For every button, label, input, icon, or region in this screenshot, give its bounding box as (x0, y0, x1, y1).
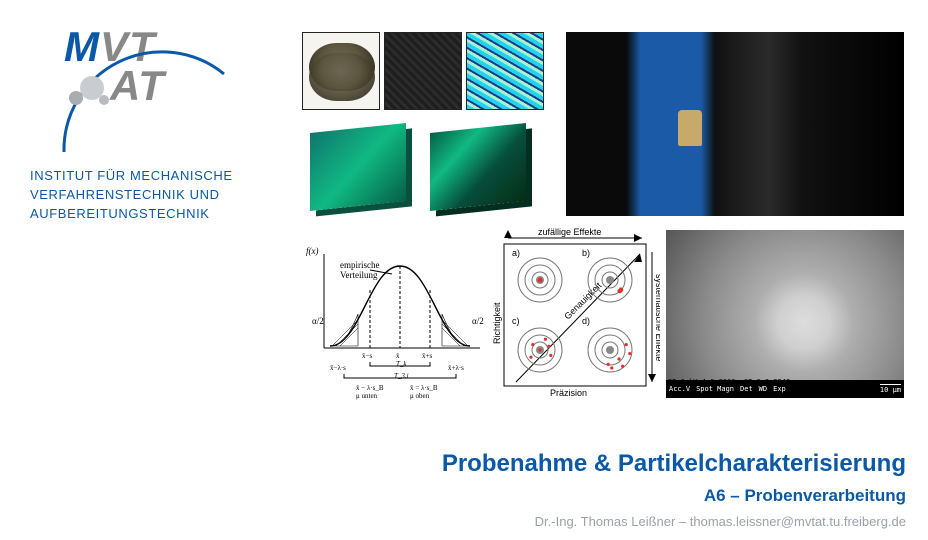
pid-a: a) (512, 248, 520, 258)
thumb-cube-2 (430, 123, 526, 211)
institute-name: INSTITUT FÜR MECHANISCHE VERFAHRENSTECHN… (30, 167, 233, 224)
thumb-grain-cyan (466, 32, 544, 110)
thumb-grain-dark (384, 32, 462, 110)
lbl-bottom: Präzision (550, 388, 587, 398)
lbl-left: Richtigkeit (492, 302, 502, 344)
xt0: x̄−λ·s (330, 364, 346, 372)
photo-cork-sample (678, 110, 702, 146)
sem-wd: WD (759, 385, 767, 393)
pid-c: c) (512, 316, 520, 326)
logo-block: MVT AT (64, 28, 224, 105)
sem-scale: 10 µm (880, 384, 901, 394)
sem-exp: Exp (773, 385, 786, 393)
sem-accv: Acc.V (669, 385, 690, 393)
lbl-top: zufällige Effekte (538, 227, 601, 237)
xt3: x̄+s (422, 352, 433, 360)
dist-legend: empirischeVerteilung (340, 260, 380, 280)
pid-b: b) (582, 248, 590, 258)
institute-line2: VERFAHRENSTECHNIK UND (30, 186, 233, 205)
xt1: x̄−s (362, 352, 373, 360)
logo-molecule-icon (68, 72, 110, 108)
sem-det: Det (740, 385, 753, 393)
mu-upper: x̄ = λ·s_Bμ oben (410, 384, 438, 400)
slide-subtitle: A6 – Probenverarbeitung (704, 486, 906, 506)
slide-author: Dr.-Ing. Thomas Leißner – thomas.leissne… (535, 514, 906, 529)
alpha-left: α/2 (312, 316, 324, 326)
thumb-disc-bg (302, 32, 380, 110)
xt4: x̄+λ·s (448, 364, 464, 372)
lbl-right: systematische Effekte (654, 274, 660, 361)
slide: MVT AT INSTITUT FÜR MECHANISCHE VERFAHRE… (0, 0, 928, 540)
sem-values-row: 25.0 kV 4.0 3000x SE 9.8 3549 (668, 378, 790, 386)
photo-instrument (566, 32, 904, 216)
institute-line3: AUFBEREITUNGSTECHNIK (30, 205, 233, 224)
bracket1: T_k (396, 360, 407, 368)
diagram-distribution: f(x) α/2 α/2 empirischeVerteilung (300, 240, 488, 400)
slide-title: Probenahme & Partikelcharakterisierung (442, 450, 906, 478)
pid-d: d) (582, 316, 590, 326)
bracket2: T_3,i (394, 372, 409, 380)
institute-line1: INSTITUT FÜR MECHANISCHE (30, 167, 233, 186)
sem-spot: Spot Magn (696, 385, 734, 393)
xt2: x̄ (396, 352, 400, 360)
diagram-accuracy-targets: zufällige Effekte Präzision Richtigkeit … (492, 224, 660, 400)
dist-ylabel: f(x) (306, 246, 319, 256)
thumb-cube-1 (310, 123, 406, 211)
sem-micrograph: Acc.V Spot Magn Det WD Exp 10 µm (666, 230, 904, 398)
mu-lower: x̄ − λ·s_Bμ unten (356, 384, 384, 400)
alpha-right: α/2 (472, 316, 484, 326)
thumb-disc-shadow (309, 53, 375, 101)
